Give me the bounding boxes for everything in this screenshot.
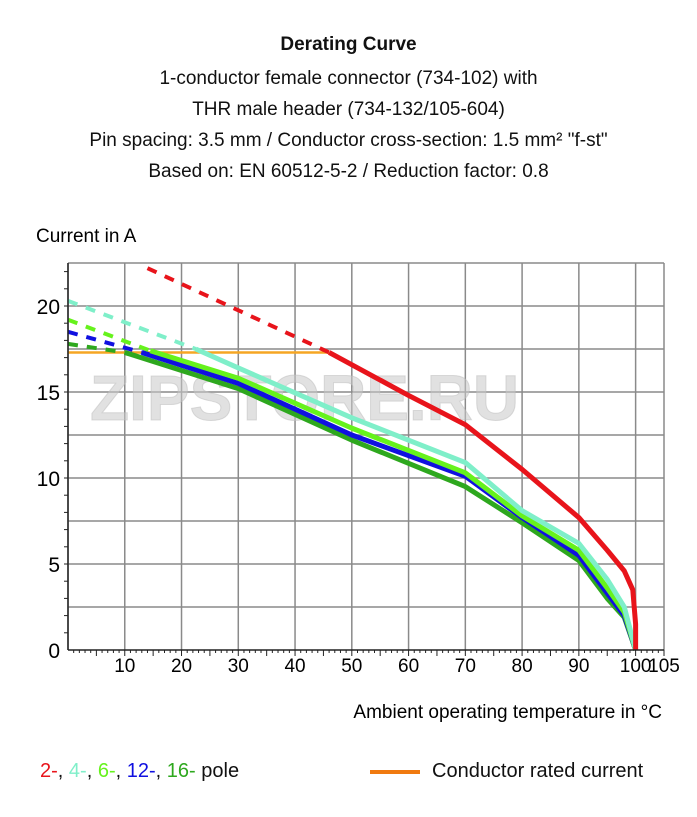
legend-entry: 12- (126, 760, 156, 782)
subtitle-line: Based on: EN 60512-5-2 / Reduction facto… (148, 161, 549, 182)
x-tick-label: 105 (648, 656, 680, 677)
x-tick-label: 20 (171, 656, 192, 677)
x-tick-label: 50 (341, 656, 362, 677)
y-axis-label: Current in A (36, 226, 137, 247)
series-6pole-line (149, 348, 639, 651)
series-16pole-extrapolated-line (67, 341, 126, 355)
series-2pole-line (327, 350, 639, 650)
x-tick-label: 60 (398, 656, 419, 677)
x-tick-label: 30 (228, 656, 249, 677)
series-6pole-extrapolated-line (67, 317, 152, 353)
series-4pole-extrapolated-line (67, 298, 197, 351)
legend-entry: 6- (97, 760, 116, 782)
y-tick-label: 15 (37, 382, 60, 405)
subtitle-line: Pin spacing: 3.5 mm / Conductor cross-se… (89, 130, 608, 151)
subtitle-line: 1-conductor female connector (734-102) w… (159, 68, 538, 89)
legend-entry: 2- (40, 760, 58, 782)
y-tick-label: 20 (37, 296, 60, 319)
x-tick-label: 40 (284, 656, 305, 677)
y-tick-label: 10 (37, 468, 60, 491)
series-2pole-extrapolated-line (146, 266, 330, 355)
subtitle-line: THR male header (734-132/105-604) (192, 99, 505, 120)
series-12pole-extrapolated-line (67, 329, 143, 355)
y-tick-label: 5 (48, 554, 60, 577)
x-tick-label: 100 (620, 656, 652, 677)
x-tick-label: 80 (512, 656, 533, 677)
x-tick-label: 90 (568, 656, 589, 677)
rated-current-swatch (370, 769, 420, 774)
legend-entry: 16- (166, 760, 196, 782)
y-tick-label: 0 (48, 640, 60, 663)
x-axis-label: Ambient operating temperature in °C (353, 702, 662, 723)
series-4pole-line (194, 346, 639, 651)
pole-legend: 2-, 4-, 6-, 12-, 16- pole (40, 760, 240, 782)
legend-entry: 4- (68, 760, 87, 782)
x-tick-label: 10 (114, 656, 135, 677)
rated-current-label: Conductor rated current (432, 760, 644, 782)
x-tick-label: 70 (455, 656, 476, 677)
watermark: ZIPSTORE.RU (90, 362, 519, 434)
legend-suffix: pole (195, 760, 240, 782)
chart-title: Derating Curve (280, 34, 417, 55)
rated-current-legend: Conductor rated current (370, 760, 643, 783)
